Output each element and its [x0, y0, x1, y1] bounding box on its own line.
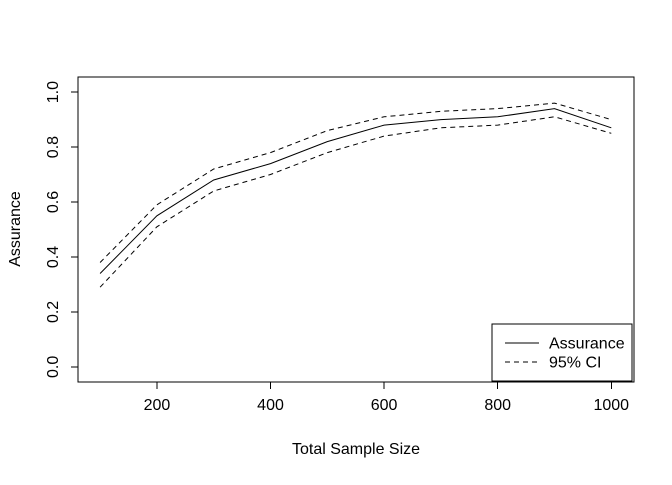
x-axis: 200 400 600 800 1000 [144, 382, 629, 414]
assurance-line [99, 108, 612, 274]
x-axis-tick-label: 400 [257, 397, 284, 414]
y-axis-tick-label: 0.0 [45, 356, 62, 378]
y-axis-tick-label: 1.0 [45, 81, 62, 103]
x-axis-tick-label: 600 [371, 397, 398, 414]
x-axis-tick-label: 800 [484, 397, 511, 414]
legend-label-assurance: Assurance [549, 336, 625, 353]
y-axis-tick-label: 0.2 [45, 301, 62, 323]
y-axis-title: Assurance [7, 191, 24, 267]
legend-box [491, 323, 633, 382]
legend-label-ci: 95% CI [549, 355, 601, 372]
plot-border [77, 76, 635, 383]
y-axis-tick-label: 0.8 [45, 136, 62, 158]
ci-lower-line [99, 116, 612, 288]
x-axis-tick-label: 1000 [593, 397, 629, 414]
legend: Assurance 95% CI [491, 323, 633, 382]
x-axis-title: Total Sample Size [292, 441, 420, 458]
x-axis-tick-label: 200 [144, 397, 171, 414]
y-axis-tick-label: 0.4 [45, 246, 62, 268]
y-axis: 0.0 0.2 0.4 0.6 0.8 1.0 [45, 81, 78, 378]
series-lines [99, 102, 612, 288]
ci-upper-line [99, 102, 612, 263]
y-axis-tick-label: 0.6 [45, 191, 62, 213]
